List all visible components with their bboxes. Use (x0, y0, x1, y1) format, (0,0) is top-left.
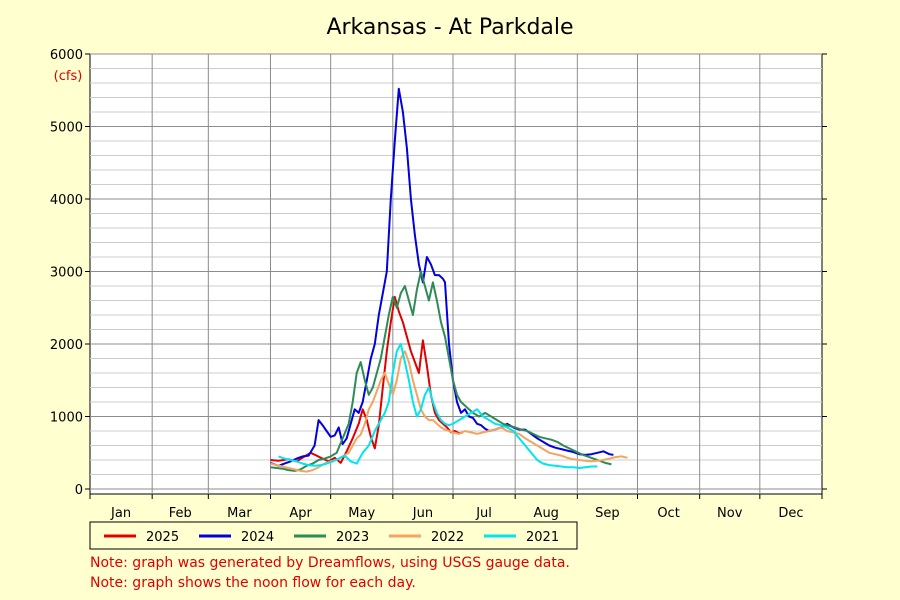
x-tick-label-jul: Jul (475, 506, 492, 521)
legend-label-2024: 2024 (241, 530, 274, 545)
legend-label-2022: 2022 (431, 530, 464, 545)
chart-title: Arkansas - At Parkdale (326, 15, 573, 40)
series-group (270, 87, 628, 473)
series-line-2023 (270, 270, 612, 472)
y-tick-label: 1000 (50, 411, 83, 426)
legend-label-2023: 2023 (336, 530, 369, 545)
y-tick-label: 2000 (50, 338, 83, 353)
x-tick-label-dec: Dec (778, 506, 803, 521)
series-line-2025 (270, 295, 464, 464)
x-tick-label-nov: Nov (717, 506, 743, 521)
y-tick-label: 5000 (50, 121, 83, 136)
note-line-2: Note: graph shows the noon flow for each… (90, 575, 416, 591)
y-axis-label: (cfs) (54, 69, 83, 84)
y-tick-label: 6000 (50, 48, 83, 63)
series-line-2024 (270, 87, 614, 467)
x-tick-label-oct: Oct (657, 506, 679, 521)
plot-area (89, 53, 823, 495)
x-tick-label-sep: Sep (595, 506, 620, 521)
x-tick-label-apr: Apr (289, 506, 312, 521)
series-line-2021 (278, 343, 598, 469)
legend: 2025 2024 2023 2022 2021 (104, 530, 559, 545)
grid (90, 53, 822, 494)
x-axis: Jan Feb Mar Apr May Jun Jul Aug Sep Oct Nov Dec (89, 494, 823, 521)
y-tick-label: 4000 (50, 193, 83, 208)
legend-box (89, 521, 578, 550)
legend-label-2025: 2025 (146, 530, 179, 545)
x-tick-label-jan: Jan (110, 506, 131, 521)
x-tick-label-feb: Feb (169, 506, 192, 521)
y-axis: 0 1000 2000 3000 4000 5000 6000 (50, 48, 827, 498)
y-tick-label: 0 (75, 483, 83, 498)
legend-label-2021: 2021 (526, 530, 559, 545)
note-line-1: Note: graph was generated by Dreamflows,… (90, 555, 570, 571)
x-tick-label-aug: Aug (534, 506, 559, 521)
x-tick-label-mar: Mar (227, 506, 252, 521)
y-tick-label: 3000 (50, 266, 83, 281)
x-tick-label-may: May (348, 506, 375, 521)
x-tick-label-jun: Jun (412, 506, 433, 521)
